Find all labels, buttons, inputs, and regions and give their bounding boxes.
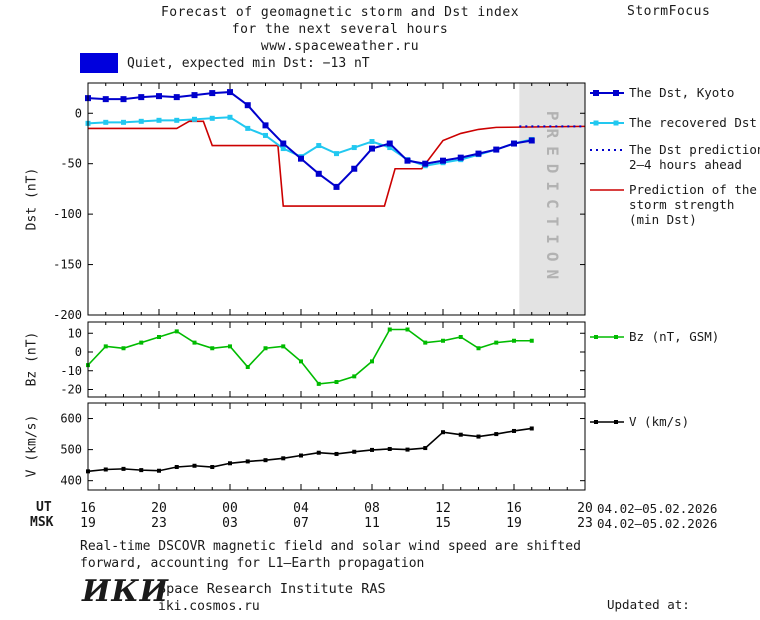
svg-text:08: 08 [364,501,380,516]
legend-dst-kyoto-label: The Dst, Kyoto [629,85,735,100]
legend-dst-prediction: The Dst prediction 2–4 hours ahead [588,142,760,172]
svg-text:-200: -200 [53,308,82,322]
legend-v-label: V (km/s) [629,414,690,429]
dst-prediction-swatch-icon [590,149,624,151]
legend-bz: Bz (nT, GSM) [588,329,719,344]
svg-text:-50: -50 [60,157,82,171]
svg-text:0: 0 [75,106,82,120]
storm-prediction-swatch-icon [590,189,624,191]
svg-text:0: 0 [75,345,82,359]
svg-text:-20: -20 [60,383,82,397]
svg-text:PREDICTION: PREDICTION [543,111,562,287]
propagation-note: Real-time DSCOVR magnetic field and sola… [80,539,581,571]
page-title: Forecast of geomagnetic storm and Dst in… [90,4,590,55]
v-swatch-icon [590,420,624,424]
msk-row-label: MSK [30,515,54,530]
v-axis-label: V (km/s) [24,414,40,478]
legend-recovered-dst: The recovered Dst [588,115,757,130]
title-line-1: Forecast of geomagnetic storm and Dst in… [160,5,520,20]
bz-swatch-icon [590,335,624,339]
spaceweather-url[interactable]: www.spaceweather.ru [260,39,420,54]
svg-text:07: 07 [293,516,309,531]
dst-kyoto-swatch-icon [590,90,624,96]
svg-text:00: 00 [222,501,238,516]
status-color-box [80,53,118,73]
svg-text:500: 500 [60,443,82,457]
svg-text:15: 15 [435,516,451,531]
msk-date-range: 04.02–05.02.2026 [597,516,718,531]
ut-row-label: UT [36,500,52,515]
recovered-dst-swatch-icon [590,120,624,126]
svg-text:23: 23 [151,516,167,531]
svg-text:-10: -10 [60,364,82,378]
svg-text:400: 400 [60,474,82,488]
svg-text:20: 20 [151,501,167,516]
updated-label: Updated at: [607,597,690,612]
updated-block: Updated at: UT 16:05, 05.02.2026 MSK 19:… [594,565,752,620]
svg-text:04: 04 [293,501,309,516]
legend-storm-prediction: Prediction of the storm strength (min Ds… [588,182,757,227]
svg-text:-150: -150 [53,258,82,272]
legend-v: V (km/s) [588,414,689,429]
svg-text:16: 16 [80,501,96,516]
dst-axis-label: Dst (nT) [24,167,40,231]
svg-text:10: 10 [68,326,82,340]
bz-axis-label: Bz (nT) [24,331,40,387]
svg-text:19: 19 [506,516,522,531]
iki-site-url[interactable]: iki.cosmos.ru [158,599,260,614]
legend-storm-prediction-label: Prediction of the storm strength (min Ds… [629,182,757,227]
legend-bz-label: Bz (nT, GSM) [629,329,720,344]
svg-text:11: 11 [364,516,380,531]
legend-recovered-label: The recovered Dst [629,115,757,130]
svg-text:19: 19 [80,516,96,531]
ut-date-range: 04.02–05.02.2026 [597,501,718,516]
iki-logo: ИКИ [82,574,169,609]
institute-name: Space Research Institute RAS [158,581,386,597]
status-legend: Quiet, expected min Dst: −13 nT [80,53,370,73]
svg-text:12: 12 [435,501,451,516]
svg-text:16: 16 [506,501,522,516]
svg-text:23: 23 [577,516,593,531]
svg-text:03: 03 [222,516,238,531]
title-line-2: for the next several hours [231,22,449,37]
svg-text:600: 600 [60,412,82,426]
legend-dst-kyoto: The Dst, Kyoto [588,85,734,100]
svg-text:20: 20 [577,501,593,516]
svg-text:-100: -100 [53,207,82,221]
status-text: Quiet, expected min Dst: −13 nT [127,55,370,71]
legend-dst-prediction-label: The Dst prediction 2–4 hours ahead [629,142,760,172]
brand-stormfocus: StormFocus [627,4,711,19]
